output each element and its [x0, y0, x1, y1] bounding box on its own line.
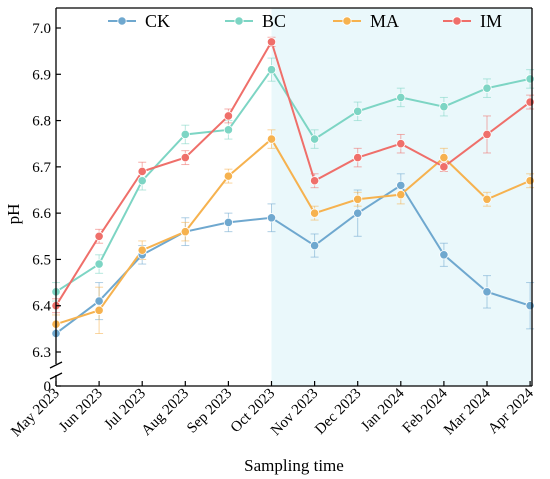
data-point-ck: [309, 240, 320, 251]
data-point-bc: [482, 83, 492, 93]
data-point-ck: [396, 180, 406, 190]
data-point-ck: [439, 250, 449, 260]
data-point-ma: [439, 153, 449, 163]
data-point-ma: [137, 245, 147, 255]
legend: CK BC MA IM: [108, 11, 502, 31]
data-point-bc: [266, 65, 277, 75]
data-point-im: [439, 162, 449, 172]
y-tick-label: 0: [44, 379, 52, 395]
axis-break-mark: [49, 361, 63, 369]
legend-label-bc: BC: [262, 11, 286, 31]
data-point-im: [94, 231, 104, 241]
x-tick-label: Nov 2023: [268, 386, 321, 439]
data-point-bc: [223, 125, 233, 135]
series-line-ma: [55, 137, 531, 326]
data-point-bc: [396, 92, 406, 103]
data-point-ma: [353, 194, 363, 204]
legend-swatch-marker: [342, 16, 352, 26]
legend-swatch-marker: [234, 16, 244, 26]
y-tick-label: 6.8: [32, 114, 51, 130]
data-point-ck: [94, 296, 104, 306]
data-point-ck: [525, 301, 535, 311]
legend-label-ma: MA: [370, 11, 399, 31]
data-point-ck: [266, 213, 277, 223]
y-ticks: 0 6.3 6.4 6.5 6.6 6.7 6.8 6.9 7.0: [32, 21, 61, 395]
data-point-ma: [525, 176, 535, 186]
y-axis-title: pH: [4, 204, 23, 225]
axis-break-mark: [49, 372, 63, 380]
data-point-ma: [180, 227, 190, 237]
data-point-ma: [482, 194, 492, 204]
x-tick-label: Apr 2024: [485, 385, 537, 437]
legend-swatch-marker: [452, 16, 462, 26]
y-tick-label: 6.4: [32, 299, 51, 315]
plot-frame: [49, 7, 533, 387]
series-line-ck: [55, 183, 531, 335]
data-point-im: [482, 129, 492, 140]
series-line-bc: [55, 67, 531, 293]
y-tick-label: 6.3: [32, 345, 51, 361]
x-tick-label: Sep 2023: [184, 386, 235, 437]
legend-label-ck: CK: [145, 11, 170, 31]
data-point-bc: [309, 134, 320, 144]
data-point-ck: [482, 287, 492, 297]
data-point-bc: [94, 259, 104, 269]
legend-label-im: IM: [480, 11, 502, 31]
x-tick-label: Dec 2023: [312, 386, 364, 438]
y-tick-label: 7.0: [32, 21, 51, 37]
x-tick-label: Mar 2024: [441, 385, 494, 438]
x-tick-label: Aug 2023: [139, 386, 192, 439]
x-tick-label: Jun 2023: [56, 386, 106, 436]
y-tick-label: 6.7: [32, 160, 51, 176]
data-point-im: [396, 139, 406, 149]
data-point-im: [266, 37, 277, 47]
data-point-ck: [223, 217, 233, 227]
data-point-bc: [137, 176, 147, 186]
data-point-im: [353, 153, 363, 163]
series-line-im: [55, 39, 531, 307]
data-point-im: [180, 153, 190, 163]
data-point-im: [223, 111, 233, 121]
series-lines: [55, 39, 531, 335]
data-point-im: [137, 166, 147, 177]
data-point-bc: [353, 106, 363, 116]
x-tick-label: May 2023: [8, 386, 63, 441]
data-point-ma: [266, 134, 277, 144]
data-point-ma: [94, 305, 104, 315]
y-tick-label: 6.6: [32, 206, 51, 222]
data-point-bc: [180, 129, 190, 140]
y-tick-label: 6.5: [32, 252, 51, 268]
data-point-bc: [525, 74, 535, 84]
data-point-bc: [439, 102, 449, 112]
y-tick-label: 6.9: [32, 67, 51, 83]
data-point-im: [309, 176, 320, 186]
data-point-ma: [396, 190, 406, 200]
legend-swatch-marker: [117, 16, 127, 26]
data-point-im: [525, 97, 535, 107]
data-point-ck: [353, 208, 363, 218]
data-points: [51, 37, 535, 339]
data-point-ma: [223, 171, 233, 181]
data-point-ma: [309, 208, 320, 218]
x-axis-title: Sampling time: [244, 456, 344, 475]
